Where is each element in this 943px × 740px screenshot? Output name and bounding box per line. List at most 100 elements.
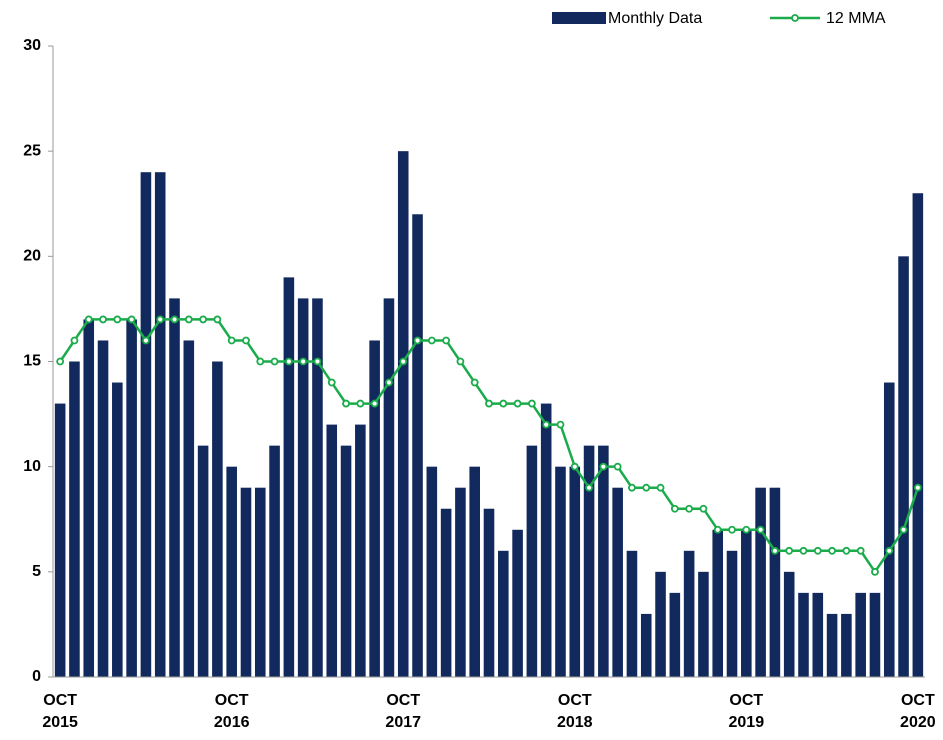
bar [269,445,280,677]
line-marker [670,504,679,513]
line-marker [470,378,479,387]
bar [83,319,95,677]
y-tick-label: 15 [23,353,41,370]
line-marker [499,399,508,408]
line-marker [427,336,436,345]
x-tick-label: OCT 2015 [42,692,78,731]
line-marker [885,546,894,555]
line-marker [456,357,465,366]
bar [526,445,538,677]
line-marker [84,315,93,324]
bar [912,193,924,677]
bar [669,592,681,677]
line-marker [327,378,336,387]
bar [383,298,395,677]
y-tick-label: 25 [23,142,41,159]
line-marker [485,399,493,408]
bar [254,487,266,677]
legend-label: 12 MMA [826,10,886,27]
bar [412,214,423,677]
bar [683,550,695,677]
line-marker [242,336,250,345]
y-tick-label: 5 [32,563,41,580]
bar [898,256,909,677]
bar [869,592,881,677]
line-marker [628,483,636,492]
line-marker [142,336,150,345]
bar [340,445,352,677]
bar [69,361,80,677]
line-marker [542,420,551,429]
line-marker [656,483,665,492]
bar [240,487,252,677]
bar [126,319,137,677]
bar [283,277,295,677]
line-marker [699,504,708,513]
bar [326,424,338,677]
line-marker [399,357,408,366]
line-marker [113,315,122,324]
bar [226,466,237,677]
line-marker [828,546,836,555]
bar [555,466,566,677]
bar [612,487,623,677]
bar [212,361,223,677]
x-tick-label: OCT 2018 [557,692,593,731]
bar [369,340,380,677]
line-marker [913,483,922,492]
bar [583,445,595,677]
bar [112,382,123,677]
line-marker [585,483,593,492]
line-marker [442,336,451,345]
bar [540,403,552,677]
line-marker [871,567,879,576]
bar [54,403,66,677]
line-marker [756,525,765,534]
x-tick-label: OCT 2020 [900,692,936,731]
bar [455,487,466,677]
bar [97,340,109,677]
bar [698,571,709,677]
x-tick-label: OCT 2019 [729,692,765,731]
line-marker [313,357,322,366]
line-marker [199,315,207,324]
bar [355,424,366,677]
line-marker [728,525,736,534]
y-tick-label: 20 [23,248,41,265]
bar [569,466,581,677]
legend-marker [791,14,799,22]
bar [469,466,480,677]
bar [741,529,752,677]
line-marker [570,462,579,471]
bar [883,382,895,677]
bar [841,613,852,677]
line-marker [170,315,179,324]
line-marker [356,399,365,408]
line-marker [299,357,308,366]
line-marker [184,315,193,324]
line-marker [370,399,379,408]
line-marker [513,399,522,408]
line-marker [613,462,622,471]
line-marker [213,315,222,324]
y-tick-label: 10 [23,458,41,475]
bar [140,172,152,677]
bar [169,298,180,677]
line-marker [771,546,779,555]
bar [426,466,438,677]
bar [826,613,838,677]
line-marker [856,546,865,555]
bar [498,550,509,677]
line-marker [156,315,165,324]
line-marker [642,483,651,492]
y-tick-label: 0 [32,668,41,685]
bar [197,445,209,677]
bar [640,613,652,677]
line-marker [56,357,65,366]
bar [726,550,738,677]
x-tick-label: OCT 2016 [214,692,250,731]
line-marker [685,504,694,513]
bar [812,592,824,677]
bar [655,571,666,677]
bar [769,487,781,677]
